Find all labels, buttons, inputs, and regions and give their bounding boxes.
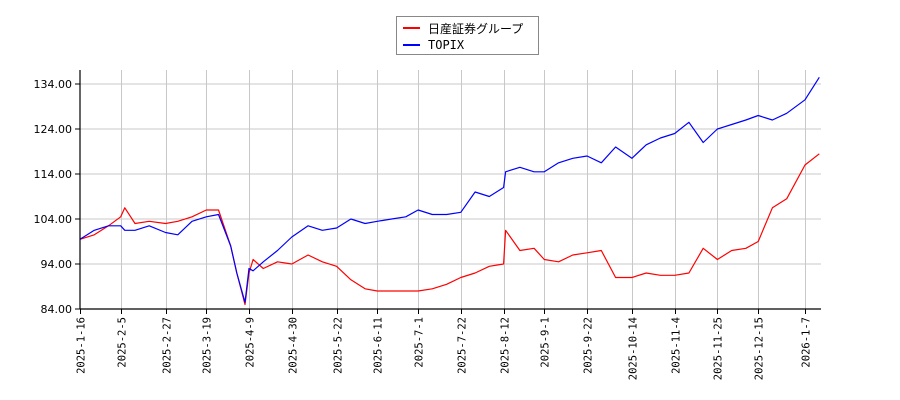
svg-text:2025-4-9: 2025-4-9 [245, 317, 257, 368]
svg-text:2025-10-14: 2025-10-14 [628, 317, 640, 380]
legend-item-topix: TOPIX [403, 37, 464, 53]
svg-text:124.00: 124.00 [34, 123, 73, 136]
svg-text:2025-7-1: 2025-7-1 [414, 317, 426, 368]
legend-item-nissan: 日産証券グループ [403, 20, 523, 36]
legend-swatch-blue [403, 44, 420, 46]
svg-text:2025-7-22: 2025-7-22 [457, 317, 469, 374]
svg-text:2025-2-5: 2025-2-5 [117, 317, 129, 368]
svg-text:2025-12-15: 2025-12-15 [754, 317, 766, 380]
series-lines [79, 76, 820, 306]
svg-text:2025-2-27: 2025-2-27 [162, 317, 174, 374]
svg-text:2025-9-1: 2025-9-1 [540, 317, 552, 368]
svg-text:134.00: 134.00 [34, 78, 73, 91]
gridlines [80, 70, 821, 309]
legend-label: TOPIX [428, 38, 465, 52]
svg-text:2026-1-7: 2026-1-7 [801, 317, 813, 368]
svg-text:2025-11-4: 2025-11-4 [671, 317, 683, 374]
svg-text:104.00: 104.00 [34, 213, 73, 226]
axes: 84.00 94.00 104.00 114.00 124.00 134.00 2025-1… [34, 70, 821, 380]
legend-swatch-red [403, 27, 420, 29]
svg-text:2025-3-19: 2025-3-19 [202, 317, 214, 374]
svg-text:2025-4-30: 2025-4-30 [288, 317, 300, 374]
legend-label: 日産証券グループ [428, 21, 524, 36]
legend: 日産証券グループ TOPIX [396, 16, 539, 55]
svg-text:94.00: 94.00 [41, 258, 73, 271]
svg-text:2025-11-25: 2025-11-25 [713, 317, 725, 380]
svg-text:84.00: 84.00 [41, 303, 73, 316]
svg-text:114.00: 114.00 [34, 168, 73, 181]
svg-text:2025-8-12: 2025-8-12 [500, 317, 512, 374]
svg-text:2025-9-22: 2025-9-22 [583, 317, 595, 374]
svg-text:2025-1-16: 2025-1-16 [76, 317, 88, 374]
svg-text:2025-6-11: 2025-6-11 [373, 317, 385, 374]
svg-text:2025-5-22: 2025-5-22 [333, 317, 345, 374]
